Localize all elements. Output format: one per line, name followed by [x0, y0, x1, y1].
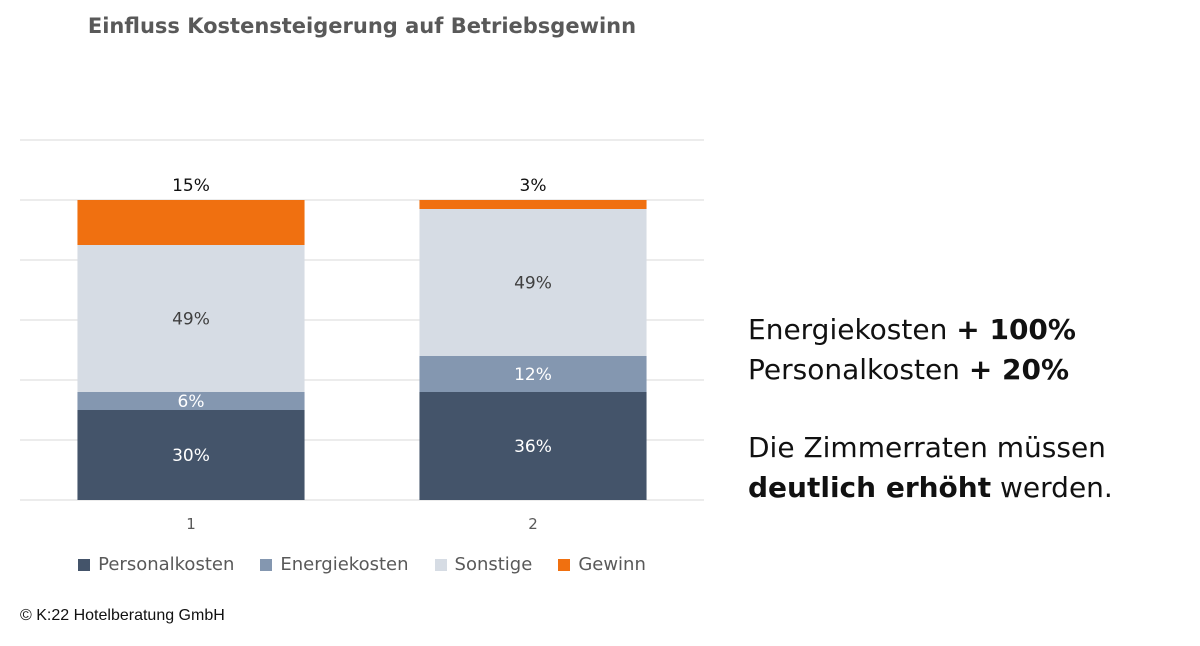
chart-title: Einfluss Kostensteigerung auf Betriebsge…: [87, 14, 637, 38]
data-label-energiekosten-2: 12%: [514, 365, 552, 385]
copyright-notice: © K:22 Hotelberatung GmbH: [20, 607, 225, 624]
bar-segment-personalkosten-2: [419, 392, 647, 500]
chart-legend: Personalkosten Energiekosten Sonstige Ge…: [20, 554, 704, 575]
side-line-erhoeht: deutlich erhöht werden.: [748, 471, 1113, 504]
legend-swatch-gewinn: [558, 558, 571, 571]
side-line-energiekosten: Energiekosten + 100%: [748, 313, 1076, 346]
legend-label-gewinn: Gewinn: [578, 554, 646, 575]
bar-segment-energiekosten-1: [77, 392, 305, 410]
x-tick-label-1: 1: [186, 515, 196, 533]
side-note: Energiekosten + 100% Personalkosten + 20…: [748, 310, 1113, 508]
bar-segment-personalkosten-1: [77, 410, 305, 500]
legend-item-sonstige: Sonstige: [434, 554, 533, 575]
data-label-sonstige-1: 49%: [172, 310, 210, 330]
data-label-sonstige-2: 49%: [514, 274, 552, 294]
bar-segment-gewinn-2: [419, 200, 647, 209]
bar-segment-energiekosten-2: [419, 356, 647, 392]
data-label-personalkosten-1: 30%: [172, 446, 210, 466]
legend-label-energiekosten: Energiekosten: [280, 554, 409, 575]
data-label-gewinn-2: 3%: [520, 176, 547, 196]
x-tick-label-2: 2: [528, 515, 538, 533]
legend-swatch-sonstige: [434, 558, 447, 571]
side-line-zimmerraten: Die Zimmerraten müssen: [748, 431, 1106, 464]
legend-item-energiekosten: Energiekosten: [260, 554, 409, 575]
data-label-gewinn-1: 15%: [172, 176, 210, 196]
bar-segment-gewinn-1: [77, 200, 305, 245]
legend-label-sonstige: Sonstige: [454, 554, 533, 575]
side-line-personalkosten: Personalkosten + 20%: [748, 353, 1070, 386]
chart-plot: 30% 6% 49% 15% 1 36% 12% 49% 3% 2: [20, 139, 704, 533]
bar-segment-sonstige-2: [419, 209, 647, 356]
bar-segment-sonstige-1: [77, 245, 305, 392]
legend-item-personalkosten: Personalkosten: [78, 554, 234, 575]
legend-swatch-energiekosten: [260, 558, 273, 571]
data-label-energiekosten-1: 6%: [178, 392, 205, 412]
legend-label-personalkosten: Personalkosten: [98, 554, 235, 575]
data-label-personalkosten-2: 36%: [514, 437, 552, 457]
legend-swatch-personalkosten: [78, 558, 91, 571]
legend-item-gewinn: Gewinn: [558, 554, 646, 575]
